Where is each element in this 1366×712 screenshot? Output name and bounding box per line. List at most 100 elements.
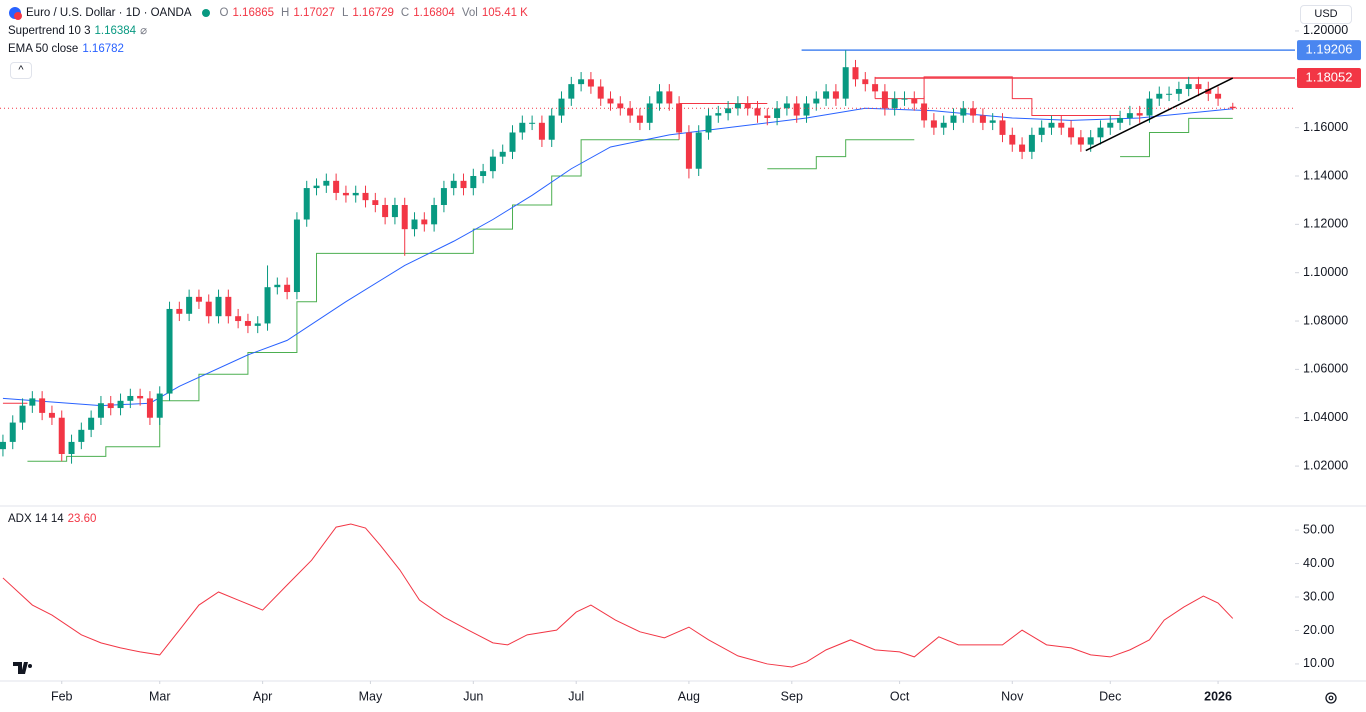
candle-body [411, 219, 418, 230]
indicator-settings[interactable]: ⌀ [140, 25, 147, 37]
candle-body [1087, 137, 1094, 145]
y-tick-label: 1.10000 [1303, 265, 1348, 279]
x-tick-label: Nov [1001, 689, 1024, 703]
candle-body [88, 417, 95, 430]
candle-body [470, 175, 477, 189]
candle-body [774, 108, 781, 118]
candle-body [558, 98, 565, 116]
candle-body [382, 204, 389, 218]
indicator-value: 23.60 [67, 513, 97, 525]
candle-body [823, 91, 830, 99]
supertrend-up [27, 117, 1233, 462]
candle-body [372, 200, 379, 205]
settings-icon[interactable] [1325, 692, 1337, 704]
candle-body [1068, 127, 1075, 138]
candle-body [313, 185, 320, 189]
gear[interactable] [1325, 692, 1337, 704]
candle-body [195, 296, 202, 302]
price-label-box [1297, 68, 1361, 89]
candle-body [235, 316, 242, 322]
candle-body [587, 79, 594, 87]
candle-body [783, 103, 790, 109]
price-label: 1.19206 [1306, 42, 1353, 57]
candle-body [1175, 88, 1182, 94]
candle-body [284, 284, 291, 293]
candle-body [107, 403, 114, 409]
candle-body [921, 103, 928, 121]
gear-hub[interactable] [1328, 695, 1334, 701]
y-tick-label: 1.04000 [1303, 410, 1348, 424]
symbol-title: Euro / U.S. Dollar · 1D · OANDA [26, 7, 192, 19]
candle-body [1097, 127, 1104, 138]
candle-body [440, 188, 447, 205]
candle-body [489, 156, 496, 172]
candle-body [274, 284, 281, 288]
candle-body [1156, 93, 1163, 99]
candle-body [872, 84, 879, 92]
candle-body [793, 103, 800, 116]
candle-body [480, 171, 487, 176]
candle-body [930, 120, 937, 128]
candle-body [323, 180, 330, 186]
ohlc-key: H [281, 7, 290, 19]
candle-body [881, 91, 888, 109]
candle-body [1166, 93, 1173, 95]
candle-body [186, 296, 193, 314]
candle-body [499, 151, 506, 157]
candle-body [548, 115, 555, 140]
candle-body [940, 122, 947, 128]
candle-body [156, 393, 163, 418]
candle-body [1019, 144, 1026, 152]
market-status [201, 9, 210, 17]
candle-body [911, 98, 918, 104]
candle-body [754, 108, 761, 116]
x-tick-label: Apr [253, 689, 272, 703]
candle-body [431, 204, 438, 225]
candle-body [1038, 127, 1045, 135]
candle-body [568, 84, 575, 99]
x-tick-label: Dec [1099, 689, 1121, 703]
candle-body [627, 108, 634, 116]
candle-body [1185, 84, 1192, 89]
x-tick-label: Oct [890, 689, 910, 703]
candle-body [597, 86, 604, 99]
adx-tick-label: 10.00 [1303, 656, 1334, 670]
adx-tick-label: 30.00 [1303, 589, 1334, 603]
axes: 1.02000 1.04000 1.06000 1.08000 1.10000 1.120… [51, 23, 1361, 703]
candle-body [636, 115, 643, 123]
candle-body [1058, 122, 1065, 128]
currency-button[interactable]: USD [1300, 5, 1352, 24]
y-tick-label: 1.06000 [1303, 362, 1348, 376]
candle-body [342, 192, 349, 196]
candle-body [0, 441, 6, 450]
collapse-button[interactable]: ^ [10, 62, 32, 79]
candle-body [39, 398, 46, 413]
candle-body [19, 405, 26, 423]
supertrend-down [2, 76, 1121, 404]
indicator-label: Supertrend 10 3 [8, 25, 91, 37]
candle-body [1048, 122, 1055, 128]
candle-body [225, 296, 232, 317]
ohlc-key: O [219, 7, 229, 19]
candle-body [813, 98, 820, 104]
candle-body [519, 122, 526, 133]
candle-body [450, 180, 457, 189]
candle-body [176, 308, 183, 314]
y-tick-label: 1.12000 [1303, 217, 1348, 231]
candle-body [1077, 137, 1084, 145]
candle-body [1215, 93, 1222, 99]
candle-body [264, 287, 271, 324]
candle-body [29, 398, 36, 406]
volume-key: Vol [461, 7, 478, 19]
candle-body [205, 301, 212, 317]
ohlc-value: 1.16865 [232, 7, 275, 19]
candle-body [989, 120, 996, 123]
symbol-icon [9, 7, 22, 20]
indicator-label: ADX 14 14 [8, 513, 64, 525]
candle-body [166, 308, 173, 394]
candle-body [9, 422, 16, 442]
candle-body [666, 91, 673, 104]
